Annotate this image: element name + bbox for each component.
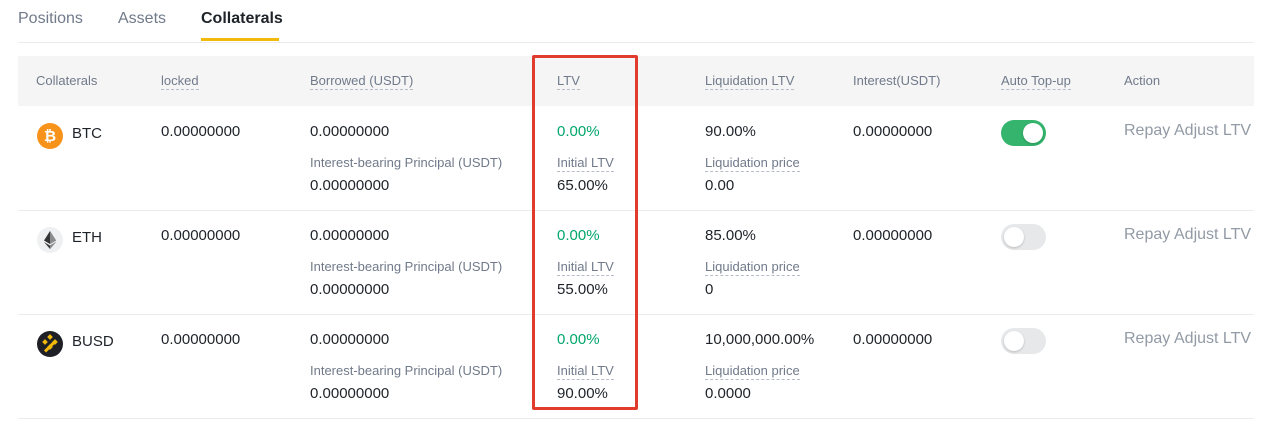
principal-label: Interest-bearing Principal (USDT) [310,363,503,378]
principal-value: 0.00000000 [310,385,390,402]
liquidation-price-value: 0.00 [705,177,735,194]
auto-topup-toggle[interactable] [1001,120,1046,146]
interest-value: 0.00000000 [853,331,933,348]
tab-bar: Positions Assets Collaterals [18,0,1254,43]
btc-icon: ₿ [37,123,63,149]
repay-button[interactable]: Repay [1124,122,1171,139]
ltv-value: 0.00% [557,227,600,244]
coin-name: ETH [72,229,102,246]
initial-ltv-value: 90.00% [557,385,608,402]
principal-label: Interest-bearing Principal (USDT) [310,155,503,170]
locked-value: 0.00000000 [161,123,241,140]
ltv-value: 0.00% [557,123,600,140]
liquidation-price-value: 0 [705,281,714,298]
principal-label: Interest-bearing Principal (USDT) [310,259,503,274]
header-liquidation-ltv[interactable]: Liquidation LTV [705,73,795,90]
initial-ltv-label[interactable]: Initial LTV [557,155,614,172]
initial-ltv-label[interactable]: Initial LTV [557,363,614,380]
tab-positions[interactable]: Positions [18,10,83,27]
borrowed-value: 0.00000000 [310,227,390,244]
active-tab-indicator [201,38,279,41]
table-row: BUSD 0.00000000 0.00000000 Interest-bear… [18,314,1254,419]
repay-button[interactable]: Repay [1124,330,1171,347]
header-auto-topup[interactable]: Auto Top-up [1001,73,1071,90]
liquidation-ltv-value: 90.00% [705,123,756,140]
locked-value: 0.00000000 [161,331,241,348]
toggle-knob [1004,227,1024,247]
principal-value: 0.00000000 [310,281,390,298]
table-header: Collaterals locked Borrowed (USDT) LTV L… [18,56,1254,106]
initial-ltv-value: 65.00% [557,177,608,194]
svg-text:₿: ₿ [44,127,56,145]
liquidation-ltv-value: 10,000,000.00% [705,331,815,348]
coin-name: BUSD [72,333,114,350]
header-locked[interactable]: locked [161,73,199,90]
header-interest: Interest(USDT) [853,73,941,88]
liquidation-price-label[interactable]: Liquidation price [705,363,800,380]
borrowed-value: 0.00000000 [310,123,390,140]
liquidation-price-value: 0.0000 [705,385,751,402]
liquidation-ltv-value: 85.00% [705,227,756,244]
busd-icon [37,331,63,357]
liquidation-price-label[interactable]: Liquidation price [705,259,800,276]
adjust-ltv-button[interactable]: Adjust LTV [1174,226,1252,243]
repay-button[interactable]: Repay [1124,226,1171,243]
table-row: ₿ BTC 0.00000000 0.00000000 Interest-bea… [18,106,1254,211]
header-action: Action [1124,73,1161,88]
borrowed-value: 0.00000000 [310,331,390,348]
liquidation-price-label[interactable]: Liquidation price [705,155,800,172]
eth-icon [37,227,63,253]
principal-value: 0.00000000 [310,177,390,194]
tab-assets[interactable]: Assets [118,10,167,27]
auto-topup-toggle[interactable] [1001,224,1046,250]
adjust-ltv-button[interactable]: Adjust LTV [1174,330,1252,347]
toggle-knob [1023,123,1043,143]
locked-value: 0.00000000 [161,227,241,244]
interest-value: 0.00000000 [853,227,933,244]
header-borrowed[interactable]: Borrowed (USDT) [310,73,414,90]
header-ltv[interactable]: LTV [557,73,580,90]
ltv-value: 0.00% [557,331,600,348]
initial-ltv-value: 55.00% [557,281,608,298]
coin-name: BTC [72,125,102,142]
toggle-knob [1004,331,1024,351]
initial-ltv-label[interactable]: Initial LTV [557,259,614,276]
header-collaterals: Collaterals [36,73,98,88]
tab-collaterals[interactable]: Collaterals [201,10,283,27]
table-row: ETH 0.00000000 0.00000000 Interest-beari… [18,210,1254,315]
auto-topup-toggle[interactable] [1001,328,1046,354]
adjust-ltv-button[interactable]: Adjust LTV [1174,122,1252,139]
interest-value: 0.00000000 [853,123,933,140]
